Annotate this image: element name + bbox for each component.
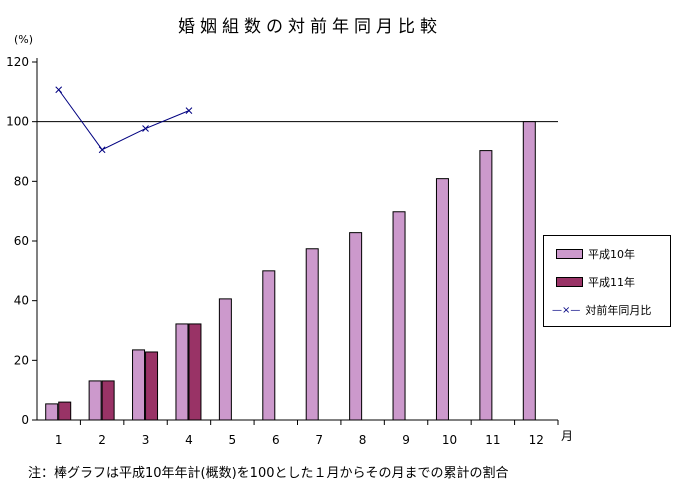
legend-item-ratio: —×— 対前年同月比 [552,302,651,318]
x-tick-label: 10 [442,433,457,447]
y-tick-label: 40 [14,294,29,308]
x-tick-label: 3 [142,433,150,447]
bar-h10 [132,349,146,421]
bar-h10 [88,380,102,421]
ratio-marker [185,107,193,114]
legend-item-h10: 平成10年 [556,246,635,262]
y-tick-label: 120 [6,55,29,69]
ratio-marker [142,125,149,132]
y-tick-label: 80 [14,174,29,188]
x-tick-label: 8 [359,433,367,447]
legend-swatch [556,249,583,259]
y-axis-unit: (%) [14,33,34,46]
legend-label: 対前年同月比 [585,304,652,317]
bar-h11 [188,323,202,421]
x-tick-label: 12 [529,433,544,447]
bar-h10 [522,121,536,421]
x-axis-unit: 月 [561,429,574,443]
y-tick-label: 20 [14,353,29,367]
ratio-marker [55,86,63,94]
bar-h10 [262,270,276,421]
bar-h10 [479,150,493,421]
legend: 平成10年 平成11年 —×— 対前年同月比 [543,235,671,327]
bar-h10 [175,323,189,421]
legend-label: 平成10年 [588,248,635,261]
bar-h11 [145,351,159,421]
chart-note: 注：棒グラフは平成10年年計(概数)を100とした１月からその月までの累計の割合 [28,466,509,481]
chart-title: 婚姻組数の対前年同月比較 [178,17,442,37]
legend-item-h11: 平成11年 [556,274,635,290]
y-tick-label: 100 [6,115,29,129]
bar-h10 [349,232,363,421]
ratio-marker [98,146,106,154]
x-tick-label: 1 [55,433,63,447]
bar-h10 [435,178,449,421]
bar-h10 [305,248,319,421]
ratio-line [58,89,190,151]
bar-h10 [218,298,232,421]
x-tick-label: 4 [185,433,193,447]
x-tick-label: 6 [272,433,280,447]
legend-label: 平成11年 [588,276,635,289]
bar-h10 [45,403,59,421]
x-tick-label: 5 [229,433,237,447]
legend-swatch [556,277,583,287]
y-tick-label: 0 [21,413,29,427]
x-tick-label: 2 [98,433,106,447]
x-tick-label: 7 [315,433,323,447]
y-tick-label: 60 [14,234,29,248]
x-tick-label: 11 [485,433,500,447]
bar-h11 [101,380,115,421]
bar-h10 [392,211,406,421]
x-tick-label: 9 [402,433,410,447]
bar-h11 [58,401,72,421]
line-x-marker-icon: —×— [552,304,581,316]
